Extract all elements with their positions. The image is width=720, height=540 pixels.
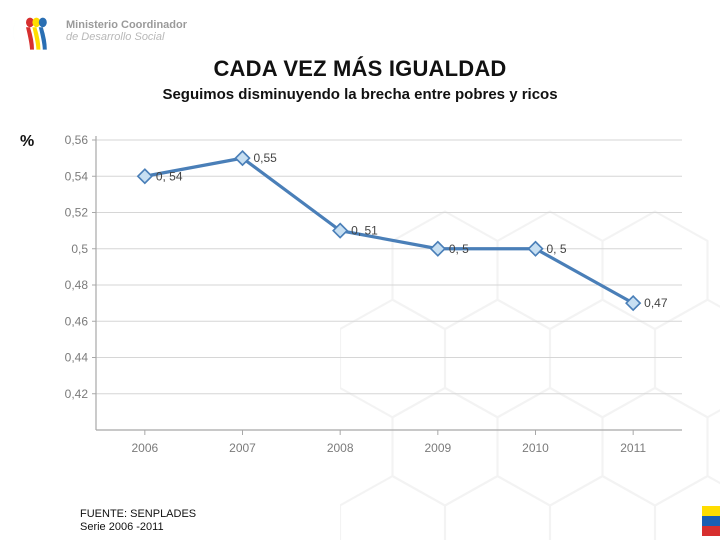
data-label: 0, 5 — [547, 242, 567, 256]
y-tick-label: 0,42 — [65, 387, 89, 401]
gini-line-chart: 0,42 0,44 0,46 0,48 0,5 0,52 0,54 0,56 2006 2007 2… — [42, 130, 692, 480]
y-tick-label: 0,48 — [65, 278, 89, 292]
ministry-line2: de Desarrollo Social — [66, 32, 187, 44]
x-tick-label: 2006 — [131, 441, 158, 455]
y-axis-unit: % — [20, 133, 34, 151]
source-text: FUENTE: SENPLADES Serie 2006 -2011 — [80, 508, 196, 534]
data-label: 0,55 — [254, 151, 278, 165]
slide-title: CADA VEZ MÁS IGUALDAD — [0, 56, 720, 82]
chart-svg: 0,42 0,44 0,46 0,48 0,5 0,52 0,54 0,56 2006 2007 2… — [42, 130, 692, 480]
data-marker — [431, 242, 445, 256]
y-tick-label: 0,56 — [65, 133, 89, 147]
flag-blue — [702, 516, 720, 526]
data-marker — [138, 169, 152, 183]
y-tick-label: 0,46 — [65, 314, 89, 328]
x-tick-label: 2010 — [522, 441, 549, 455]
flag-red — [702, 526, 720, 536]
ecuador-flag-icon — [702, 506, 720, 536]
data-label: 0, 5 — [449, 242, 469, 256]
ministry-name: Ministerio Coordinador de Desarrollo Soc… — [66, 20, 187, 43]
source-line2: Serie 2006 -2011 — [80, 521, 196, 534]
y-tick-label: 0,5 — [71, 242, 88, 256]
x-tick-label: 2007 — [229, 441, 256, 455]
y-tick-label: 0,52 — [65, 206, 89, 220]
data-marker — [529, 242, 543, 256]
x-tick-label: 2008 — [327, 441, 354, 455]
source-line1: FUENTE: SENPLADES — [80, 508, 196, 520]
ministry-logo-icon — [10, 8, 58, 56]
data-label: 0, 54 — [156, 169, 183, 183]
slide-subtitle: Seguimos disminuyendo la brecha entre po… — [0, 86, 720, 103]
y-tick-label: 0,44 — [65, 351, 89, 365]
x-tick-label: 2011 — [620, 441, 646, 455]
header: Ministerio Coordinador de Desarrollo Soc… — [10, 8, 187, 56]
data-label: 0,47 — [644, 296, 668, 310]
flag-yellow — [702, 506, 720, 516]
series-line — [145, 158, 633, 303]
data-label: 0, 51 — [351, 224, 378, 238]
y-tick-label: 0,54 — [65, 169, 89, 183]
x-tick-label: 2009 — [424, 441, 451, 455]
data-marker — [626, 296, 640, 310]
